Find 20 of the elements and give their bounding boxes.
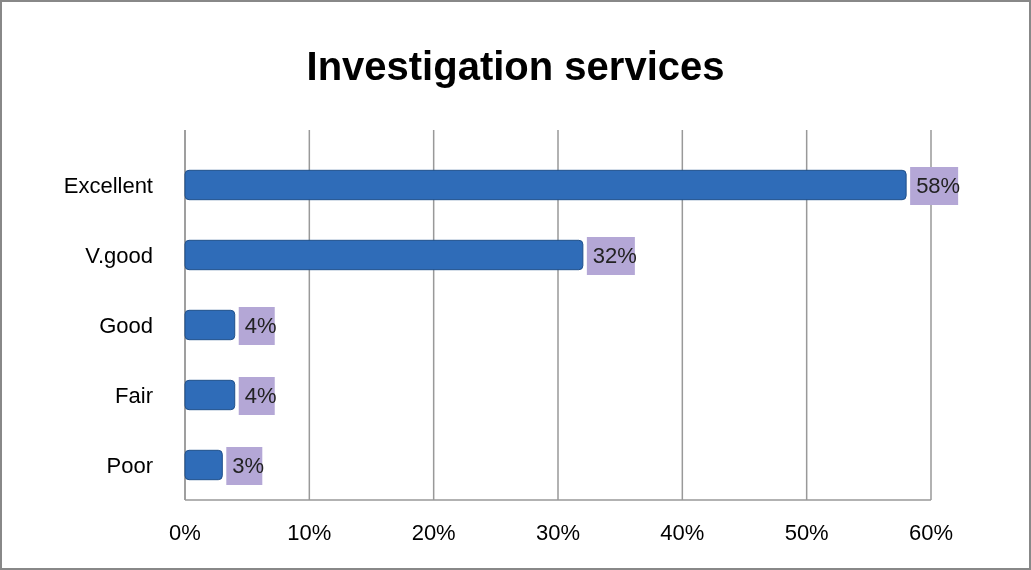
data-label: 4% (244, 313, 277, 338)
bar (184, 449, 223, 481)
data-label: 4% (244, 383, 277, 408)
data-label: 58% (916, 173, 961, 198)
x-tick-label: 60% (908, 520, 954, 545)
y-tick-label: Excellent (63, 173, 153, 198)
y-tick-label: Fair (115, 383, 153, 408)
y-tick-label: Good (99, 313, 153, 338)
x-tick-label: 40% (660, 520, 705, 545)
x-tick-label: 50% (784, 520, 829, 545)
x-tick-label: 20% (411, 520, 456, 545)
data-label: 3% (232, 453, 265, 478)
chart-title: Investigation services (306, 44, 725, 88)
data-label: 32% (592, 243, 637, 268)
y-tick-label: Poor (106, 453, 153, 478)
x-tick-label: 0% (169, 520, 201, 545)
x-tick-label: 10% (287, 520, 332, 545)
y-tick-label: V.good (85, 243, 153, 268)
x-tick-label: 30% (535, 520, 581, 545)
bar (184, 169, 907, 201)
